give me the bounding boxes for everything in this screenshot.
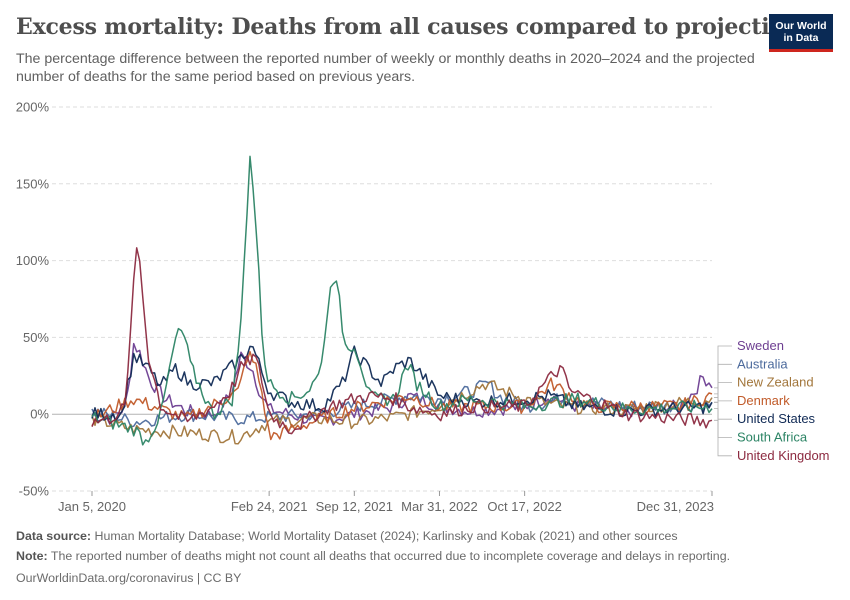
legend-label-australia: Australia (737, 356, 788, 371)
y-tick-label: 50% (23, 330, 49, 345)
note-text: The reported number of deaths might not … (50, 549, 731, 563)
legend: Sweden Australia New Zealand Denmark United … (714, 338, 830, 463)
data-source-label: Data source: (16, 529, 92, 543)
grid-lines (52, 106, 712, 492)
data-source-line: Data source: Human Mortality Database; W… (16, 529, 678, 543)
note-label: Note: (16, 549, 48, 563)
series-lines (91, 155, 713, 446)
y-tick-label: 100% (16, 253, 50, 268)
legend-label-south-africa: South Africa (737, 430, 808, 445)
y-axis: -50% 0% 50% 100% 150% 200% (16, 100, 50, 499)
note-line: Note: The reported number of deaths migh… (16, 549, 730, 563)
legend-connector (714, 393, 732, 402)
series-line-australia (91, 380, 713, 428)
owid-logo[interactable]: Our World in Data (769, 14, 833, 52)
legend-label-new-zealand: New Zealand (737, 375, 814, 390)
legend-label-sweden: Sweden (737, 338, 784, 353)
y-tick-label: -50% (19, 484, 50, 499)
x-tick-label: Sep 12, 2021 (316, 499, 393, 514)
chart-plot: -50% 0% 50% 100% 150% 200% Jan 5, 2020 Feb 24,… (16, 100, 830, 515)
x-tick-label: Dec 31, 2023 (637, 499, 714, 514)
y-tick-label: 0% (30, 407, 49, 422)
credit-link[interactable]: OurWorldinData.org/coronavirus | CC BY (16, 571, 242, 585)
chart-subtitle: The percentage difference between the re… (16, 51, 755, 85)
x-tick-label: Feb 24, 2021 (231, 499, 308, 514)
series-line-united-states (91, 345, 713, 422)
x-tick-label: Jan 5, 2020 (58, 499, 126, 514)
legend-label-united-kingdom: United Kingdom (737, 448, 830, 463)
legend-label-united-states: United States (737, 411, 816, 426)
series-line-denmark (91, 350, 713, 441)
x-tick-label: Oct 17, 2022 (487, 499, 561, 514)
chart-title: Excess mortality: Deaths from all causes… (16, 14, 800, 40)
legend-connector (714, 419, 732, 457)
legend-connector (714, 401, 732, 420)
legend-connector (714, 363, 732, 403)
x-axis: Jan 5, 2020 Feb 24, 2021 Sep 12, 2021 Mar 3… (58, 491, 714, 514)
legend-label-denmark: Denmark (737, 393, 790, 408)
series-line-united-kingdom (91, 247, 713, 435)
y-tick-label: 200% (16, 100, 50, 115)
x-tick-label: Mar 31, 2022 (401, 499, 478, 514)
legend-connector (714, 382, 732, 398)
data-source-text: Human Mortality Database; World Mortalit… (94, 529, 678, 543)
y-tick-label: 150% (16, 176, 50, 191)
legend-connector (714, 408, 732, 438)
legend-connector (714, 345, 732, 389)
